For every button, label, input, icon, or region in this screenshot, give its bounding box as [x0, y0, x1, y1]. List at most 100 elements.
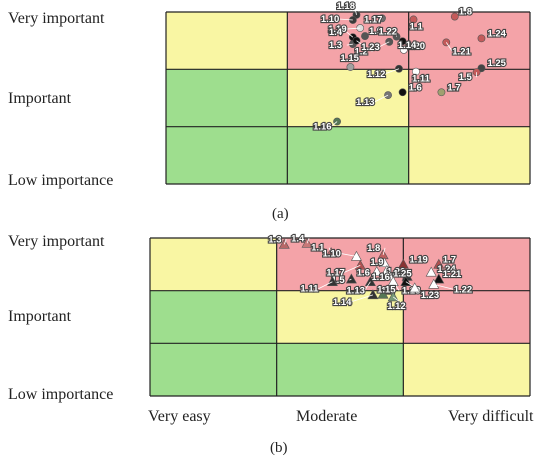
cell-r0-c2 — [408, 12, 530, 70]
point-1-24 — [425, 266, 437, 277]
point-1-7 — [433, 258, 445, 269]
leader-line — [392, 281, 400, 291]
leader-line — [346, 43, 353, 46]
point-label: 1.24 — [437, 264, 456, 275]
leader-line — [283, 239, 287, 245]
point-label: 1.6 — [409, 82, 422, 93]
leader-line — [344, 265, 361, 273]
row-label-very-important-b: Very important — [8, 233, 105, 250]
point-label: 1.19 — [328, 24, 347, 35]
point-label: 1.3 — [268, 234, 281, 245]
point-label: 1.17 — [364, 14, 383, 25]
point-label: 1.13 — [356, 97, 375, 108]
point-label: 1.8 — [459, 7, 472, 18]
point-label: 1.21 — [452, 46, 471, 57]
point-1-7 — [437, 88, 446, 97]
leader-line — [350, 294, 374, 303]
point-label: 1.1 — [311, 243, 325, 254]
point-label: 1.22 — [379, 27, 398, 38]
leader-line — [354, 5, 357, 15]
leader-line — [382, 247, 386, 255]
caption-a: (a) — [272, 206, 289, 222]
leader-line — [330, 121, 338, 127]
point-1-6 — [398, 88, 407, 97]
leader-line — [346, 31, 354, 38]
row-label-important-b: Important — [8, 308, 72, 325]
leader-line — [384, 68, 400, 75]
point-label: 1.11 — [300, 284, 319, 295]
leader-line — [433, 283, 454, 290]
leader-line — [445, 42, 453, 52]
cell-r0-c0 — [150, 238, 277, 291]
point-label: 1.21 — [443, 269, 462, 280]
point-label: 1.7 — [447, 82, 460, 93]
point-label: 1.6 — [357, 268, 370, 279]
point-1-13 — [364, 276, 376, 287]
point-label: 1.3 — [329, 40, 342, 51]
point-label: 1.4 — [329, 27, 343, 38]
cell-r1-c0 — [150, 290, 277, 344]
leader-line — [356, 40, 373, 52]
col-label-very-easy: Very easy — [148, 408, 211, 425]
point-1-22 — [428, 278, 440, 289]
point-label: 1.12 — [367, 69, 386, 80]
leader-line — [379, 41, 390, 48]
point-1-19 — [397, 258, 409, 269]
point-label: 1.7 — [443, 254, 456, 265]
point-label: 1.14 — [398, 40, 417, 51]
leader-line — [374, 271, 377, 274]
col-label-very-difficult: Very difficult — [448, 408, 534, 425]
point-label: 1.5 — [459, 72, 473, 83]
point-label: 1.15 — [340, 53, 359, 64]
point-1-24 — [477, 34, 486, 43]
row-label-low-importance-a: Low importance — [8, 172, 114, 189]
cell-r2-c1 — [276, 343, 404, 396]
point-label: 1.4 — [291, 233, 305, 244]
leader-line — [338, 18, 353, 21]
leader-line — [306, 238, 310, 244]
point-1-1 — [409, 15, 418, 24]
point-label: 1.16 — [313, 122, 332, 133]
point-1-15 — [377, 288, 389, 299]
point-label: 1.10 — [322, 248, 341, 259]
matrix-panel-b: 1.3 1.4 1.11.10 1.8 1.17 1.9 1.19 1.71.24 1.6 1.2… — [149, 232, 531, 397]
point-1-6 — [371, 266, 383, 277]
cell-r1-c2 — [403, 290, 530, 344]
leader-line — [349, 278, 352, 281]
point-label: 1.17 — [326, 267, 345, 278]
point-label: 1.25 — [487, 58, 506, 69]
point-label: 1.8 — [367, 243, 380, 254]
leader-line — [364, 281, 371, 291]
point-1-8 — [450, 12, 459, 21]
point-label: 1.15 — [377, 284, 396, 295]
point-label: 1.12 — [387, 301, 406, 312]
point-label: 1.11 — [412, 74, 431, 85]
leader-line — [318, 281, 333, 290]
point-label: 1.18 — [336, 1, 355, 12]
point-1-11 — [412, 67, 420, 76]
point-label: 1.24 — [487, 28, 506, 39]
point-1-11 — [326, 276, 338, 287]
caption-b: (b) — [270, 440, 288, 456]
point-1-16 — [383, 270, 395, 281]
cell-r2-c0 — [166, 126, 288, 184]
point-1-9 — [378, 257, 390, 268]
point-label: 1.19 — [409, 254, 428, 265]
point-1-20 — [398, 37, 407, 46]
cell-r2-c2 — [403, 343, 530, 396]
point-label: 1.9 — [369, 26, 382, 37]
point-label: 1.23 — [361, 42, 380, 53]
leader-line — [340, 253, 357, 257]
point-1-15 — [346, 63, 355, 71]
point-1-14 — [367, 289, 379, 300]
cell-r2-c2 — [408, 126, 530, 184]
point-1-9 — [361, 32, 369, 40]
point-label: 1.22 — [454, 284, 473, 295]
cell-r2-c1 — [287, 126, 409, 184]
leader-line — [328, 247, 332, 253]
point-label: 1.14 — [333, 297, 352, 308]
col-label-moderate: Moderate — [296, 408, 358, 425]
leader-line — [392, 296, 406, 307]
point-label: 1.1 — [410, 21, 424, 32]
